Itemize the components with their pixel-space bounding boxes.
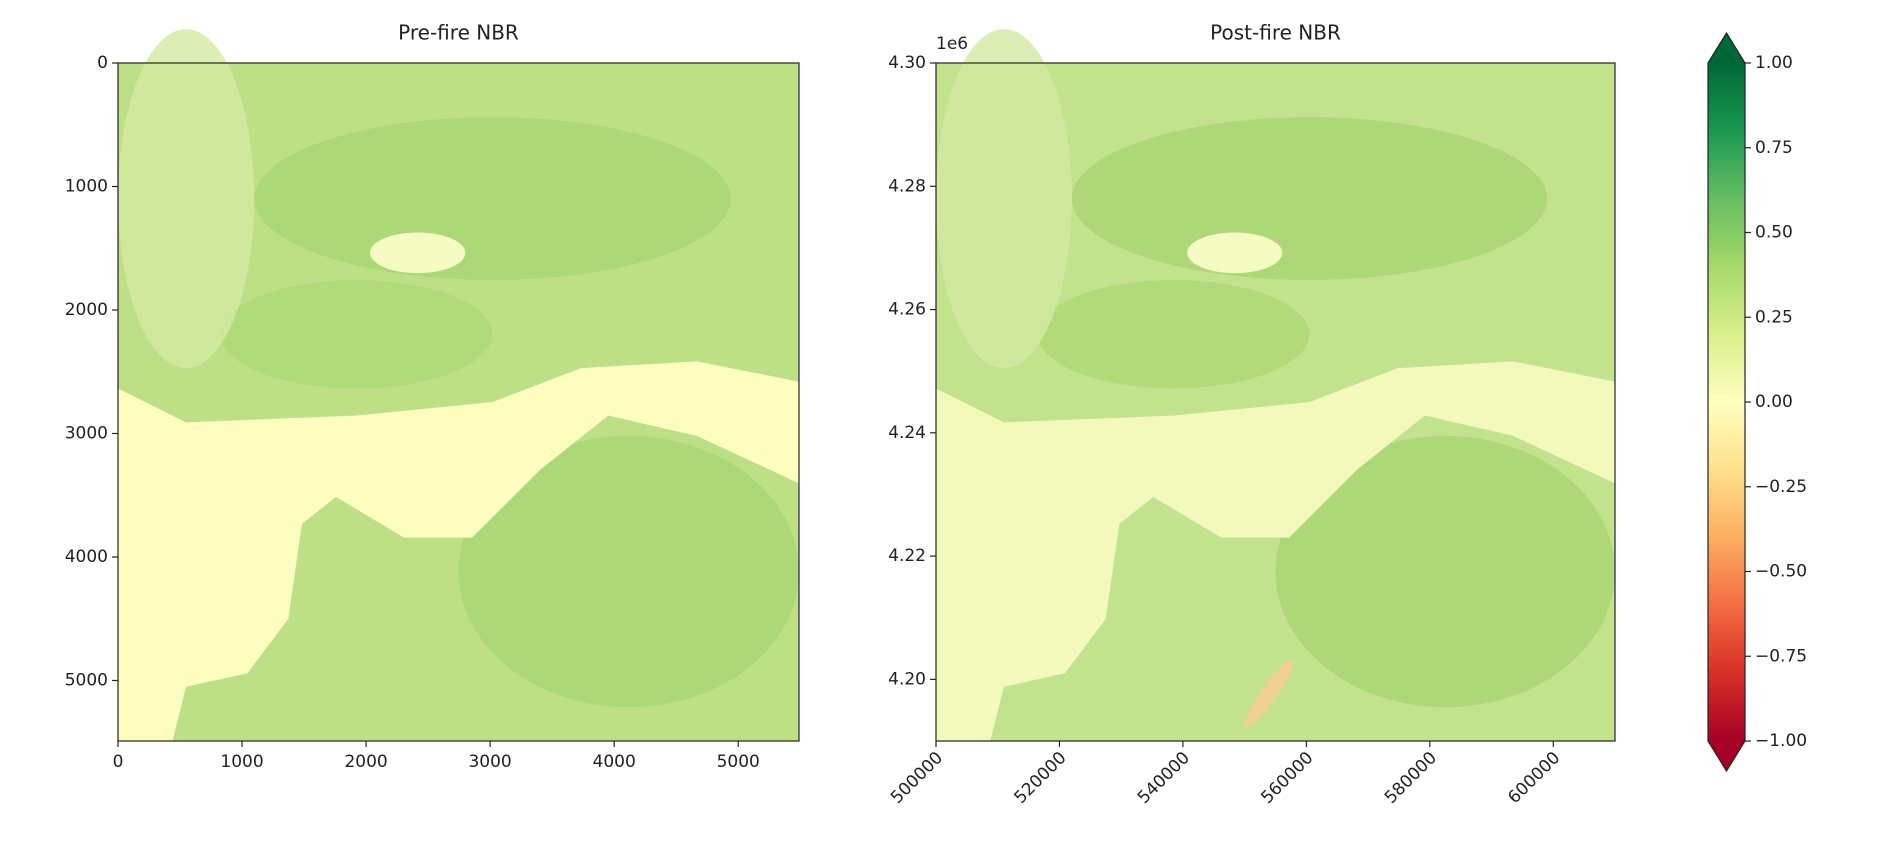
x-tick-label: 520000: [1010, 748, 1070, 808]
vegetation: [1037, 279, 1310, 389]
x-tick-label: 560000: [1257, 748, 1317, 808]
y-tick-label: 2000: [65, 300, 108, 320]
y-tick-label: 4.30: [888, 53, 926, 73]
sea: [936, 361, 1615, 741]
vegetation: [118, 29, 255, 369]
axes-frame: [935, 62, 1616, 742]
y-tick-label: 4.26: [888, 300, 926, 320]
y-tick-label: 4.22: [888, 546, 926, 566]
y-tick-label: 4.28: [888, 176, 926, 196]
axis-title: Post-fire NBR: [1210, 21, 1341, 45]
x-tick-label: 4000: [593, 752, 636, 772]
vegetation: [936, 29, 1072, 369]
colorbar-tick-label: −1.00: [1755, 731, 1807, 751]
colorbar-extend-bottom: [1708, 741, 1745, 771]
x-tick-label: 540000: [1134, 748, 1194, 808]
x-tick-label: 500000: [887, 748, 947, 808]
colorbar-tick-label: 1.00: [1755, 53, 1793, 73]
colorbar-gradient: [1708, 63, 1745, 741]
colorbar-tick-label: 0.00: [1755, 392, 1793, 412]
y-tick-label: 4.20: [888, 669, 926, 689]
offset-text: 1e6: [936, 34, 968, 54]
colorbar-tick-label: −0.75: [1755, 646, 1807, 666]
vegetation: [458, 435, 799, 708]
colorbar-tick-label: 0.50: [1755, 223, 1793, 243]
y-tick-label: 4.24: [888, 423, 926, 443]
sea: [118, 361, 799, 741]
y-tick-label: 3000: [65, 423, 108, 443]
y-tick-label: 1000: [65, 176, 108, 196]
lake: [369, 232, 466, 274]
x-tick-label: 2000: [344, 752, 387, 772]
lake: [1187, 232, 1283, 274]
vegetation: [1071, 117, 1548, 280]
x-tick-label: 0: [113, 752, 124, 772]
axis-title: Pre-fire NBR: [398, 21, 519, 45]
axes-frame: [117, 62, 800, 742]
x-tick-label: 580000: [1381, 748, 1441, 808]
colorbar-extend-top: [1708, 33, 1745, 63]
raster-image: [118, 29, 799, 741]
colorbar-tick-label: −0.25: [1755, 477, 1807, 497]
y-tick-label: 5000: [65, 670, 108, 690]
y-tick-label: 0: [97, 53, 108, 73]
colorbar-tick-label: 0.75: [1755, 138, 1793, 158]
vegetation: [1275, 435, 1615, 708]
colorbar-tick-label: −0.50: [1755, 562, 1807, 582]
colorbar-tick-label: 0.25: [1755, 307, 1793, 327]
x-tick-label: 3000: [468, 752, 511, 772]
vegetation: [254, 117, 731, 280]
burn-scar: [1244, 659, 1293, 728]
y-tick-label: 4000: [65, 547, 108, 567]
x-tick-label: 600000: [1504, 748, 1564, 808]
x-tick-label: 1000: [220, 752, 263, 772]
x-tick-label: 5000: [717, 752, 760, 772]
raster-image: [936, 29, 1615, 741]
vegetation: [220, 279, 493, 389]
